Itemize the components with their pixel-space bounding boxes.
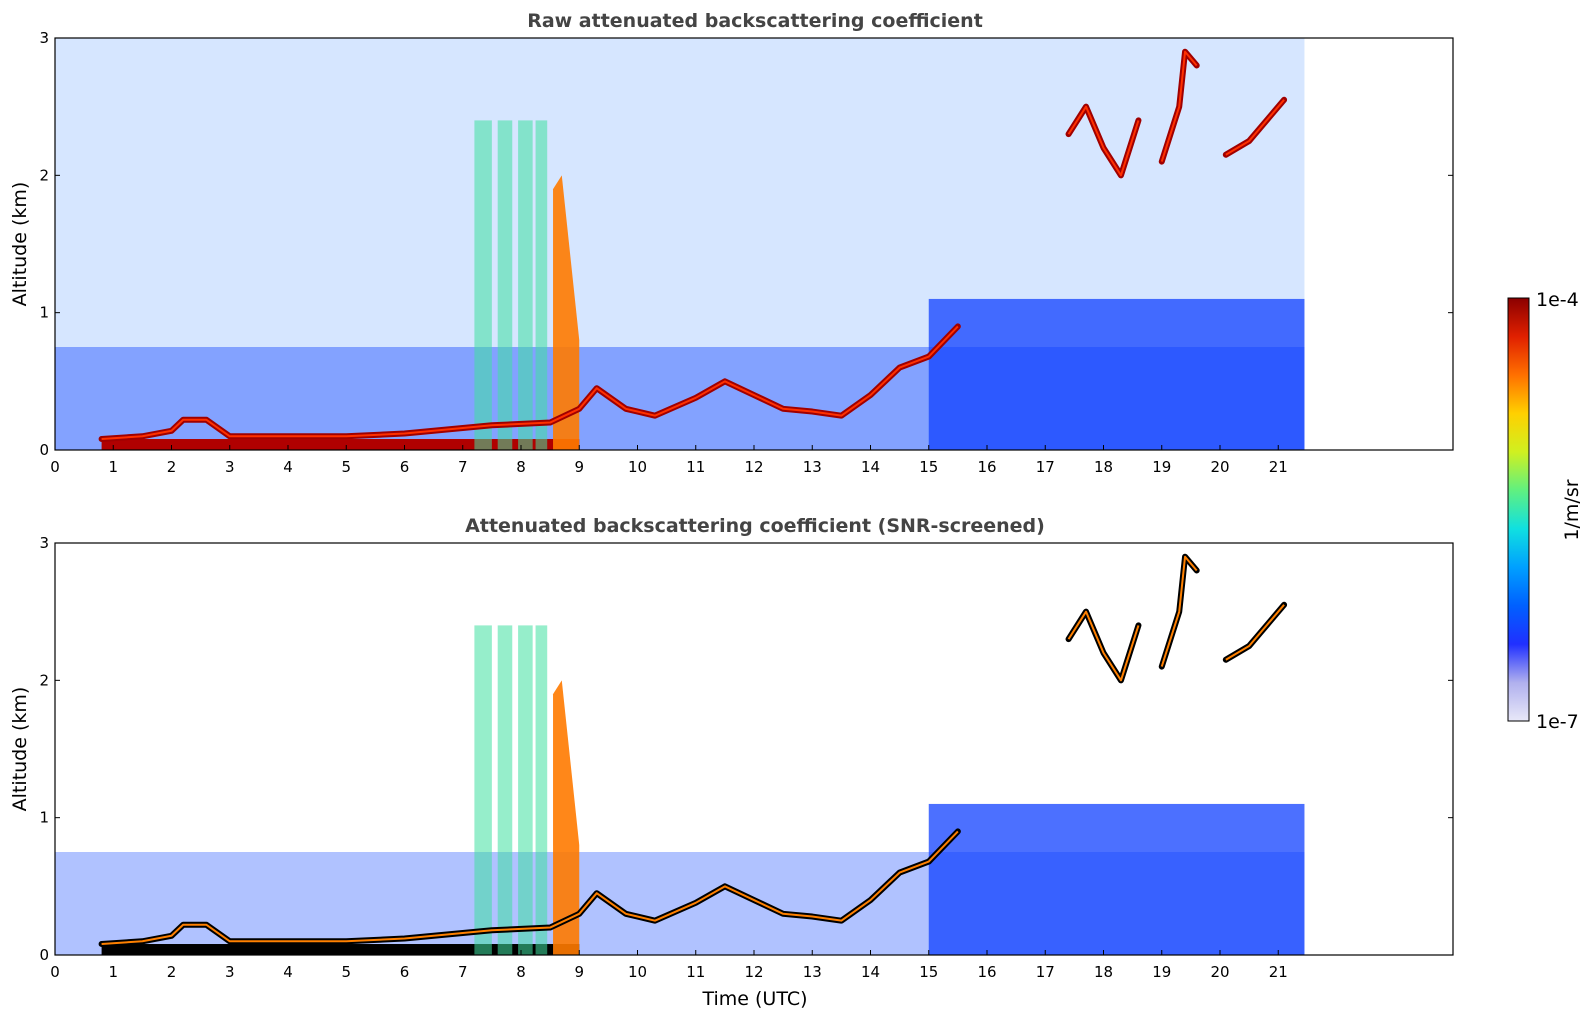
backscatter-layer-core: [1160, 50, 1198, 162]
x-tick-label: 13: [803, 963, 822, 981]
strong-return-column: [553, 680, 580, 955]
heatmap-area: [55, 543, 1305, 955]
x-tick-label: 0: [50, 963, 60, 981]
backscatter-layer-core: [1067, 610, 1140, 682]
x-tick-label: 4: [283, 963, 293, 981]
y-tick-label: 0: [39, 946, 49, 964]
x-tick-label: 12: [744, 963, 763, 981]
y-tick-label: 3: [39, 534, 49, 552]
colorbar: 1e-4 1e-7 1/m/sr: [1507, 289, 1583, 733]
x-tick-label: 10: [628, 458, 647, 476]
x-tick-label: 3: [225, 458, 235, 476]
x-tick-label: 15: [919, 458, 938, 476]
x-tick-label: 10: [628, 963, 647, 981]
x-tick-label: 5: [341, 458, 351, 476]
x-tick-label: 17: [1036, 963, 1055, 981]
surface-return: [101, 439, 580, 450]
x-tick-label: 8: [516, 963, 526, 981]
y-tick-label: 3: [39, 29, 49, 47]
x-tick-label: 19: [1152, 963, 1171, 981]
x-tick-label: 15: [919, 963, 938, 981]
colorbar-max-label: 1e-4: [1536, 289, 1579, 311]
x-tick-label: 9: [574, 963, 584, 981]
backscatter-layer-core: [1225, 604, 1285, 661]
x-axis: 0 1 2 3 4 5 6 7 8 9 10 11 12 13 14 15 16 17 18 19 20 21: [50, 445, 1288, 476]
y-tick-label: 1: [39, 304, 49, 322]
x-tick-label: 18: [1094, 458, 1113, 476]
y-tick-label: 0: [39, 441, 49, 459]
snr-screened-panel: Attenuated backscattering coefficient (S…: [9, 515, 1454, 981]
x-tick-label: 4: [283, 458, 293, 476]
x-tick-label: 20: [1210, 963, 1229, 981]
colorbar-gradient: [1507, 297, 1530, 722]
y-tick-label: 1: [39, 809, 49, 827]
x-tick-label: 21: [1269, 458, 1288, 476]
x-axis-label: Time (UTC): [701, 988, 807, 1010]
x-tick-label: 7: [458, 963, 468, 981]
raw-backscatter-panel: Raw attenuated backscattering coefficien…: [9, 10, 1454, 476]
x-tick-label: 7: [458, 458, 468, 476]
x-tick-label: 9: [574, 458, 584, 476]
backscatter-layer-core: [1160, 555, 1198, 667]
x-tick-label: 2: [167, 458, 177, 476]
x-tick-label: 13: [803, 458, 822, 476]
backscatter-layer-core: [1067, 105, 1140, 177]
precipitation-streak: [474, 625, 492, 955]
y-tick-label: 2: [39, 166, 49, 184]
y-axis-label: Altitude (km): [9, 687, 31, 812]
x-tick-label: 12: [744, 458, 763, 476]
x-tick-label: 3: [225, 963, 235, 981]
backscatter-layer-core: [101, 325, 959, 441]
panel-title: Raw attenuated backscattering coefficien…: [527, 10, 983, 32]
backscatter-layer-core: [1225, 99, 1285, 156]
colorbar-unit-label: 1/m/sr: [1561, 479, 1583, 540]
x-tick-label: 18: [1094, 963, 1113, 981]
x-tick-label: 6: [400, 458, 410, 476]
precipitation-streak: [497, 625, 513, 955]
x-tick-label: 11: [686, 963, 705, 981]
precipitation-streak: [535, 625, 548, 955]
x-tick-label: 5: [341, 963, 351, 981]
y-axis-label: Altitude (km): [9, 182, 31, 307]
precipitation-streak: [518, 120, 533, 451]
y-axis: 0 1 2 3: [39, 29, 1453, 459]
precipitation-streak: [474, 120, 492, 451]
x-tick-label: 0: [50, 458, 60, 476]
x-tick-label: 14: [861, 458, 880, 476]
x-tick-label: 21: [1269, 963, 1288, 981]
y-tick-label: 2: [39, 671, 49, 689]
colorbar-min-label: 1e-7: [1536, 711, 1579, 733]
x-tick-label: 20: [1210, 458, 1229, 476]
x-tick-label: 17: [1036, 458, 1055, 476]
evening-boundary-layer: [928, 803, 1305, 955]
x-tick-label: 1: [108, 963, 118, 981]
x-tick-label: 1: [108, 458, 118, 476]
x-tick-label: 14: [861, 963, 880, 981]
precipitation-streak: [518, 625, 533, 955]
x-tick-label: 16: [977, 458, 996, 476]
x-tick-label: 8: [516, 458, 526, 476]
x-tick-label: 2: [167, 963, 177, 981]
panel-title: Attenuated backscattering coefficient (S…: [465, 515, 1045, 537]
y-axis: 0 1 2 3: [39, 534, 1453, 964]
x-tick-label: 11: [686, 458, 705, 476]
heatmap-area: [55, 38, 1305, 451]
evening-boundary-layer: [928, 298, 1305, 450]
precipitation-streak: [535, 120, 548, 451]
x-tick-label: 16: [977, 963, 996, 981]
precipitation-streak: [497, 120, 513, 451]
surface-return: [101, 944, 580, 955]
strong-return-column: [553, 175, 580, 451]
x-tick-label: 19: [1152, 458, 1171, 476]
x-axis: 0 1 2 3 4 5 6 7 8 9 10 11 12 13 14 15 16 17 18 19 20 21: [50, 950, 1288, 981]
x-tick-label: 6: [400, 963, 410, 981]
backscatter-layer-core: [101, 830, 959, 946]
